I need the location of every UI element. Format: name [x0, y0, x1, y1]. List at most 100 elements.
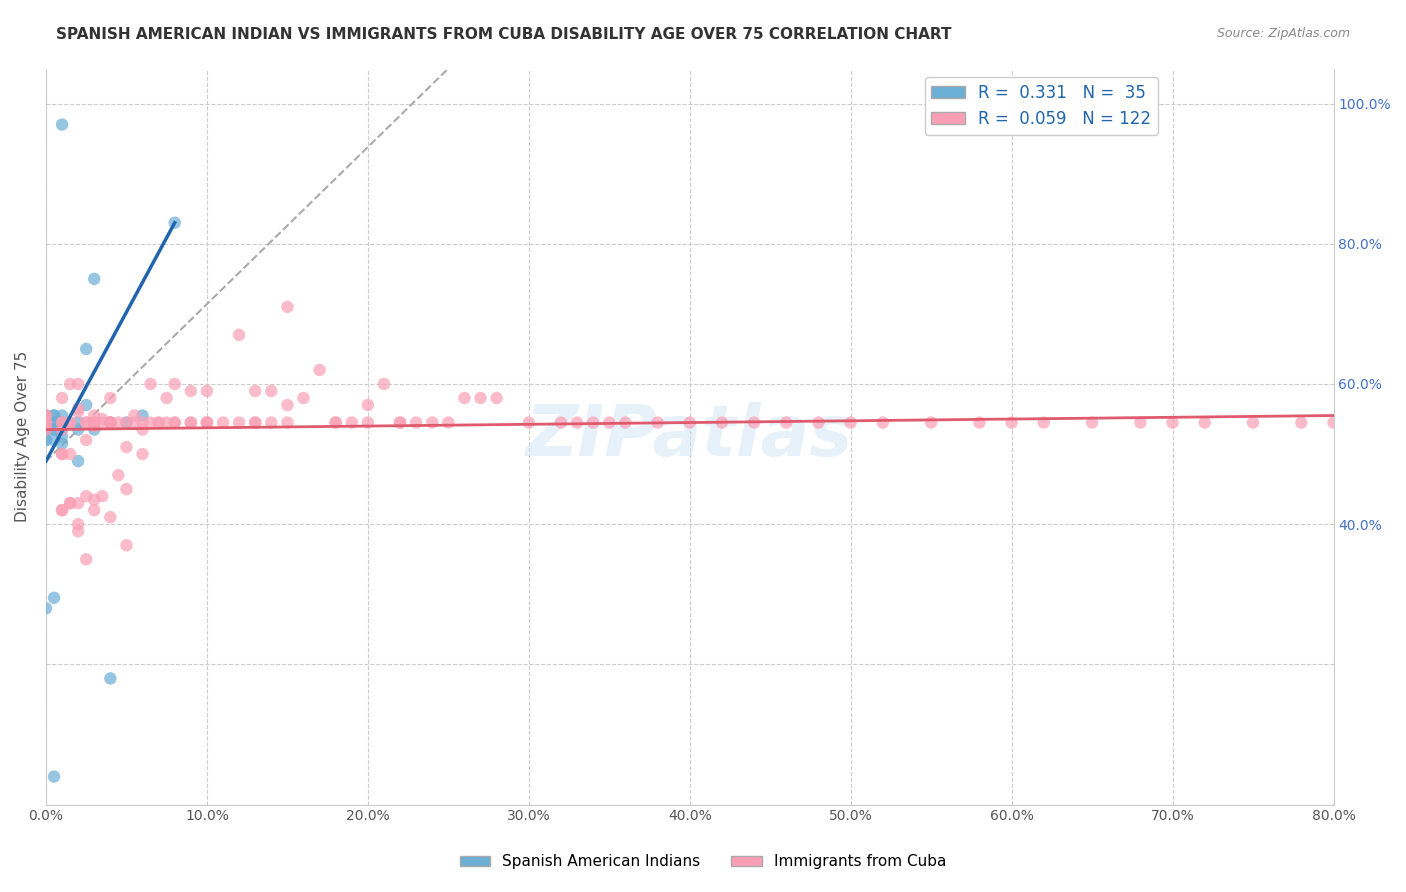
Point	[373, 376, 395, 391]
Point	[35, 416, 58, 430]
Point	[83, 503, 105, 517]
Point	[67, 496, 90, 510]
Point	[148, 416, 170, 430]
Point	[131, 447, 153, 461]
Point	[710, 416, 733, 430]
Point	[775, 416, 797, 430]
Point	[565, 416, 588, 430]
Point	[98, 416, 121, 430]
Point	[872, 416, 894, 430]
Point	[59, 447, 82, 461]
Point	[437, 416, 460, 430]
Point	[59, 376, 82, 391]
Point	[276, 398, 298, 412]
Point	[35, 423, 58, 437]
Point	[91, 489, 114, 503]
Point	[67, 405, 90, 419]
Point	[1403, 416, 1406, 430]
Point	[42, 433, 65, 447]
Point	[51, 118, 73, 132]
Point	[1001, 416, 1024, 430]
Point	[1129, 416, 1152, 430]
Point	[1322, 416, 1344, 430]
Y-axis label: Disability Age Over 75: Disability Age Over 75	[15, 351, 30, 522]
Point	[51, 429, 73, 443]
Point	[42, 423, 65, 437]
Point	[163, 376, 186, 391]
Point	[420, 416, 443, 430]
Point	[67, 517, 90, 532]
Point	[98, 672, 121, 686]
Point	[51, 416, 73, 430]
Text: SPANISH AMERICAN INDIAN VS IMMIGRANTS FROM CUBA DISABILITY AGE OVER 75 CORRELATI: SPANISH AMERICAN INDIAN VS IMMIGRANTS FR…	[56, 27, 952, 42]
Point	[245, 416, 267, 430]
Point	[485, 391, 508, 405]
Legend: Spanish American Indians, Immigrants from Cuba: Spanish American Indians, Immigrants fro…	[454, 848, 952, 875]
Point	[98, 416, 121, 430]
Point	[75, 489, 97, 503]
Point	[75, 552, 97, 566]
Point	[260, 416, 283, 430]
Point	[51, 423, 73, 437]
Point	[35, 416, 58, 430]
Point	[75, 433, 97, 447]
Point	[75, 342, 97, 356]
Point	[389, 416, 412, 430]
Point	[839, 416, 862, 430]
Point	[124, 409, 146, 423]
Point	[42, 591, 65, 605]
Point	[470, 391, 492, 405]
Point	[647, 416, 669, 430]
Point	[389, 416, 412, 430]
Point	[180, 416, 202, 430]
Point	[51, 503, 73, 517]
Point	[98, 510, 121, 524]
Point	[67, 423, 90, 437]
Point	[115, 482, 138, 496]
Point	[131, 409, 153, 423]
Point	[51, 436, 73, 450]
Point	[195, 416, 218, 430]
Point	[35, 423, 58, 437]
Point	[115, 416, 138, 430]
Point	[35, 419, 58, 434]
Point	[614, 416, 637, 430]
Point	[598, 416, 620, 430]
Point	[35, 416, 58, 430]
Point	[1032, 416, 1054, 430]
Point	[357, 398, 380, 412]
Point	[51, 423, 73, 437]
Point	[83, 272, 105, 286]
Point	[42, 416, 65, 430]
Point	[51, 416, 73, 430]
Point	[98, 416, 121, 430]
Point	[1241, 416, 1264, 430]
Point	[260, 384, 283, 398]
Point	[83, 416, 105, 430]
Point	[195, 416, 218, 430]
Point	[83, 409, 105, 423]
Point	[35, 409, 58, 423]
Point	[115, 416, 138, 430]
Point	[59, 496, 82, 510]
Point	[42, 423, 65, 437]
Text: ZIPatlas: ZIPatlas	[526, 402, 853, 471]
Point	[148, 416, 170, 430]
Point	[124, 416, 146, 430]
Point	[292, 391, 315, 405]
Point	[131, 416, 153, 430]
Point	[91, 416, 114, 430]
Point	[920, 416, 942, 430]
Point	[51, 391, 73, 405]
Point	[67, 454, 90, 468]
Point	[59, 416, 82, 430]
Point	[35, 409, 58, 423]
Point	[228, 327, 250, 342]
Point	[51, 447, 73, 461]
Point	[453, 391, 475, 405]
Point	[98, 391, 121, 405]
Point	[180, 416, 202, 430]
Point	[228, 416, 250, 430]
Point	[51, 416, 73, 430]
Point	[325, 416, 347, 430]
